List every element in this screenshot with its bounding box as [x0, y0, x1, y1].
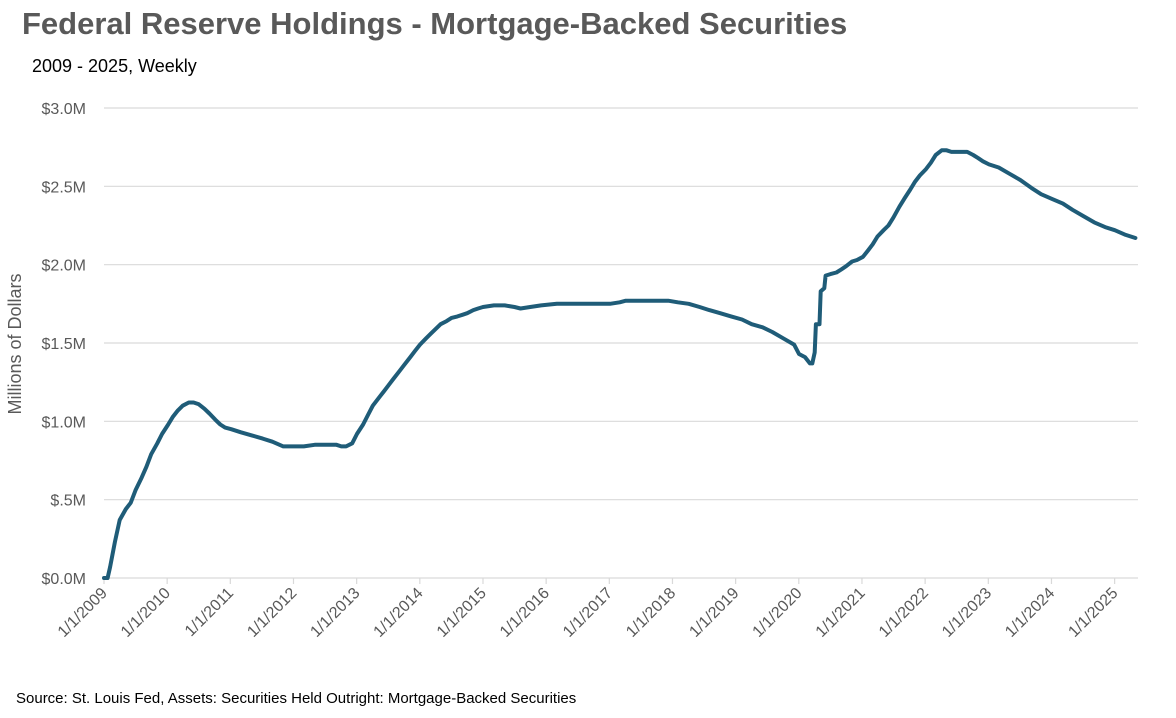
- x-tick-label: 1/1/2020: [750, 585, 806, 641]
- gridlines: [104, 107, 1138, 501]
- x-tick-label: 1/1/2015: [434, 585, 490, 641]
- series-line: [102, 148, 1138, 580]
- y-tick-label: $1.0M: [42, 414, 86, 431]
- x-tick-label: 1/1/2025: [1065, 585, 1121, 641]
- x-tick-label: 1/1/2012: [244, 585, 300, 641]
- y-tick-label: $1.5M: [42, 336, 86, 353]
- x-tick-label: 1/1/2018: [623, 585, 679, 641]
- x-tick-label: 1/1/2016: [497, 585, 553, 641]
- x-axis-ticks: 1/1/2009 1/1/2010 1/1/2011 1/1/2012 1/1/2013…: [55, 578, 1122, 641]
- y-tick-label: $0.0M: [42, 571, 86, 588]
- chart-title: Federal Reserve Holdings - Mortgage-Back…: [22, 6, 848, 41]
- y-axis-label: Millions of Dollars: [5, 273, 25, 414]
- chart-canvas: $0.0M $.5M $1.0M $1.5M $2.0M $2.5M $3.0M 1/1/2…: [5, 101, 1138, 641]
- x-tick-label: 1/1/2011: [182, 585, 237, 640]
- x-tick-label: 1/1/2024: [1002, 585, 1058, 641]
- x-tick-label: 1/1/2009: [55, 585, 111, 641]
- x-tick-label: 1/1/2019: [686, 585, 742, 641]
- x-tick-label: 1/1/2010: [118, 585, 174, 641]
- x-tick-label: 1/1/2017: [560, 585, 616, 641]
- y-tick-label: $.5M: [50, 493, 86, 510]
- x-tick-label: 1/1/2021: [813, 585, 869, 641]
- y-tick-label: $2.0M: [42, 258, 86, 275]
- series-layer: [102, 148, 1138, 580]
- x-tick-label: 1/1/2014: [371, 585, 427, 641]
- x-tick-label: 1/1/2013: [307, 585, 363, 641]
- source-note: Source: St. Louis Fed, Assets: Securitie…: [16, 690, 577, 707]
- y-tick-label: $3.0M: [42, 101, 86, 118]
- x-tick-label: 1/1/2023: [939, 585, 995, 641]
- x-tick-label: 1/1/2022: [876, 585, 932, 641]
- chart-subtitle: 2009 - 2025, Weekly: [32, 56, 197, 76]
- y-axis-ticks: $0.0M $.5M $1.0M $1.5M $2.0M $2.5M $3.0M: [42, 101, 86, 588]
- y-tick-label: $2.5M: [42, 179, 86, 196]
